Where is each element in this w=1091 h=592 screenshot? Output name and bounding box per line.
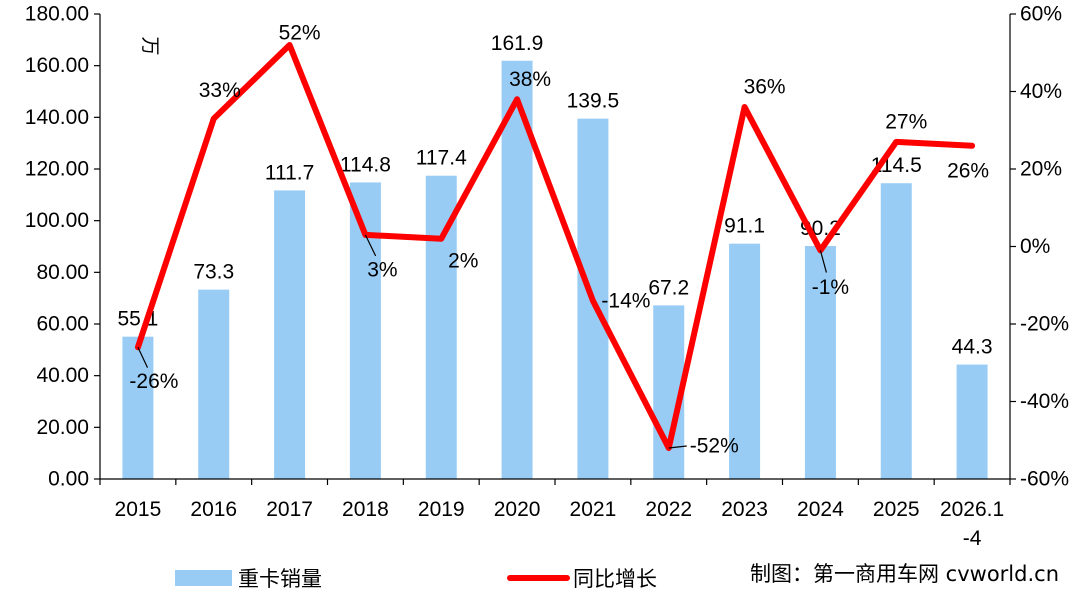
line-series [134, 42, 976, 451]
x-axis-tick-label: 2016 [190, 498, 237, 521]
bar-data-label: 44.3 [952, 336, 993, 359]
line-point [590, 298, 596, 304]
left-axis-tick-label: 80.00 [36, 261, 89, 284]
line-data-label: -26% [129, 370, 178, 393]
x-axis-tick-label: 2017 [266, 498, 313, 521]
line-data-label: 52% [279, 22, 321, 45]
left-axis-tick-label: 140.00 [25, 106, 89, 129]
bar-data-label: 91.1 [724, 215, 765, 238]
line-point [514, 96, 520, 102]
bar [956, 364, 988, 479]
line-point [742, 104, 748, 110]
x-axis-tick-label: 2026.1 [940, 498, 1004, 521]
right-axis-tick-label: 40% [1020, 80, 1062, 103]
left-axis-tick-label: 0.00 [48, 468, 89, 491]
right-axis: -60% -40% -20% 0% 20% 40% 60% [1009, 3, 1069, 491]
right-axis-tick-label: -20% [1020, 313, 1069, 336]
bar [198, 289, 230, 479]
line-point [893, 139, 899, 145]
left-axis: 0.00 20.00 40.00 60.00 80.00 100.00 120.00 140.… [25, 3, 101, 491]
x-axis-tick-label: 2025 [873, 498, 920, 521]
leader-line [668, 445, 687, 449]
left-axis-unit: 万 [139, 36, 161, 55]
leader-lines [137, 234, 827, 449]
source-credit: 制图：第一商用车网 cvworld.cn [750, 562, 1059, 586]
bar [274, 190, 306, 480]
bar [804, 245, 836, 479]
line-point [287, 42, 293, 48]
x-axis-tick-label: 2024 [797, 498, 844, 521]
bar-data-label: 73.3 [193, 261, 234, 284]
leader-line [364, 234, 377, 257]
bar-data-label: 139.5 [567, 90, 620, 113]
right-axis-tick-label: -40% [1020, 390, 1069, 413]
line-data-label: -1% [812, 276, 849, 299]
line-data-label: 36% [744, 76, 786, 99]
x-axis-tick-label: -4 [963, 527, 982, 550]
line-data-label: 26% [947, 159, 989, 182]
left-axis-tick-label: 40.00 [36, 364, 89, 387]
left-axis-tick-label: 160.00 [25, 54, 89, 77]
line-data-label: 38% [509, 68, 551, 91]
x-axis: 2015 2016 2017 2018 2019 2020 2021 2022 2023 2024… [99, 478, 1011, 550]
legend: 重卡销量 同比增长 [175, 567, 657, 591]
left-axis-tick-label: 180.00 [25, 3, 89, 26]
growth-line [134, 42, 976, 451]
bar [122, 336, 154, 479]
x-axis-tick-label: 2015 [115, 498, 162, 521]
right-axis-tick-label: 20% [1020, 158, 1062, 181]
bar-data-label: 117.4 [416, 147, 467, 170]
leader-line [819, 250, 827, 273]
legend-label-line: 同比增长 [573, 567, 657, 591]
x-axis-tick-label: 2018 [342, 498, 389, 521]
line-data-label: 33% [199, 79, 241, 102]
leader-line [137, 346, 149, 368]
right-axis-tick-label: -60% [1020, 468, 1069, 491]
left-axis-tick-label: 20.00 [36, 416, 89, 439]
left-axis-tick-label: 60.00 [36, 313, 89, 336]
bar-data-label: 111.7 [265, 161, 314, 184]
line-data-label: 3% [367, 258, 397, 281]
left-axis-tick-label: 120.00 [25, 158, 89, 181]
line-point [438, 236, 444, 242]
right-axis-tick-label: 0% [1020, 235, 1050, 258]
line-data-label: 2% [448, 249, 478, 272]
line-data-label: -14% [601, 289, 650, 312]
bar-data-label: 161.9 [491, 32, 544, 55]
x-axis-tick-label: 2022 [645, 498, 692, 521]
x-axis-tick-label: 2021 [570, 498, 617, 521]
legend-swatch-bar [175, 570, 232, 586]
line-data-label: 27% [885, 110, 927, 133]
legend-label-bar: 重卡销量 [238, 567, 322, 591]
line-point [969, 143, 975, 149]
line-data-label: -52% [690, 435, 739, 458]
bar-data-label: 114.8 [340, 153, 391, 176]
line-data-labels: -26% 33% 52% 3% 2% 38% -14% -52% 36% -1% 27% 26% [129, 22, 989, 458]
bar-data-label: 67.2 [648, 276, 689, 299]
left-axis-tick-label: 100.00 [25, 209, 89, 232]
bar [425, 175, 457, 479]
bar-series [122, 60, 988, 480]
x-axis-tick-label: 2020 [494, 498, 541, 521]
line-point [211, 116, 217, 122]
x-axis-tick-label: 2023 [721, 498, 768, 521]
x-axis-tick-label: 2019 [418, 498, 465, 521]
right-axis-tick-label: 60% [1020, 3, 1062, 26]
bar [880, 183, 912, 480]
bar [729, 243, 761, 479]
